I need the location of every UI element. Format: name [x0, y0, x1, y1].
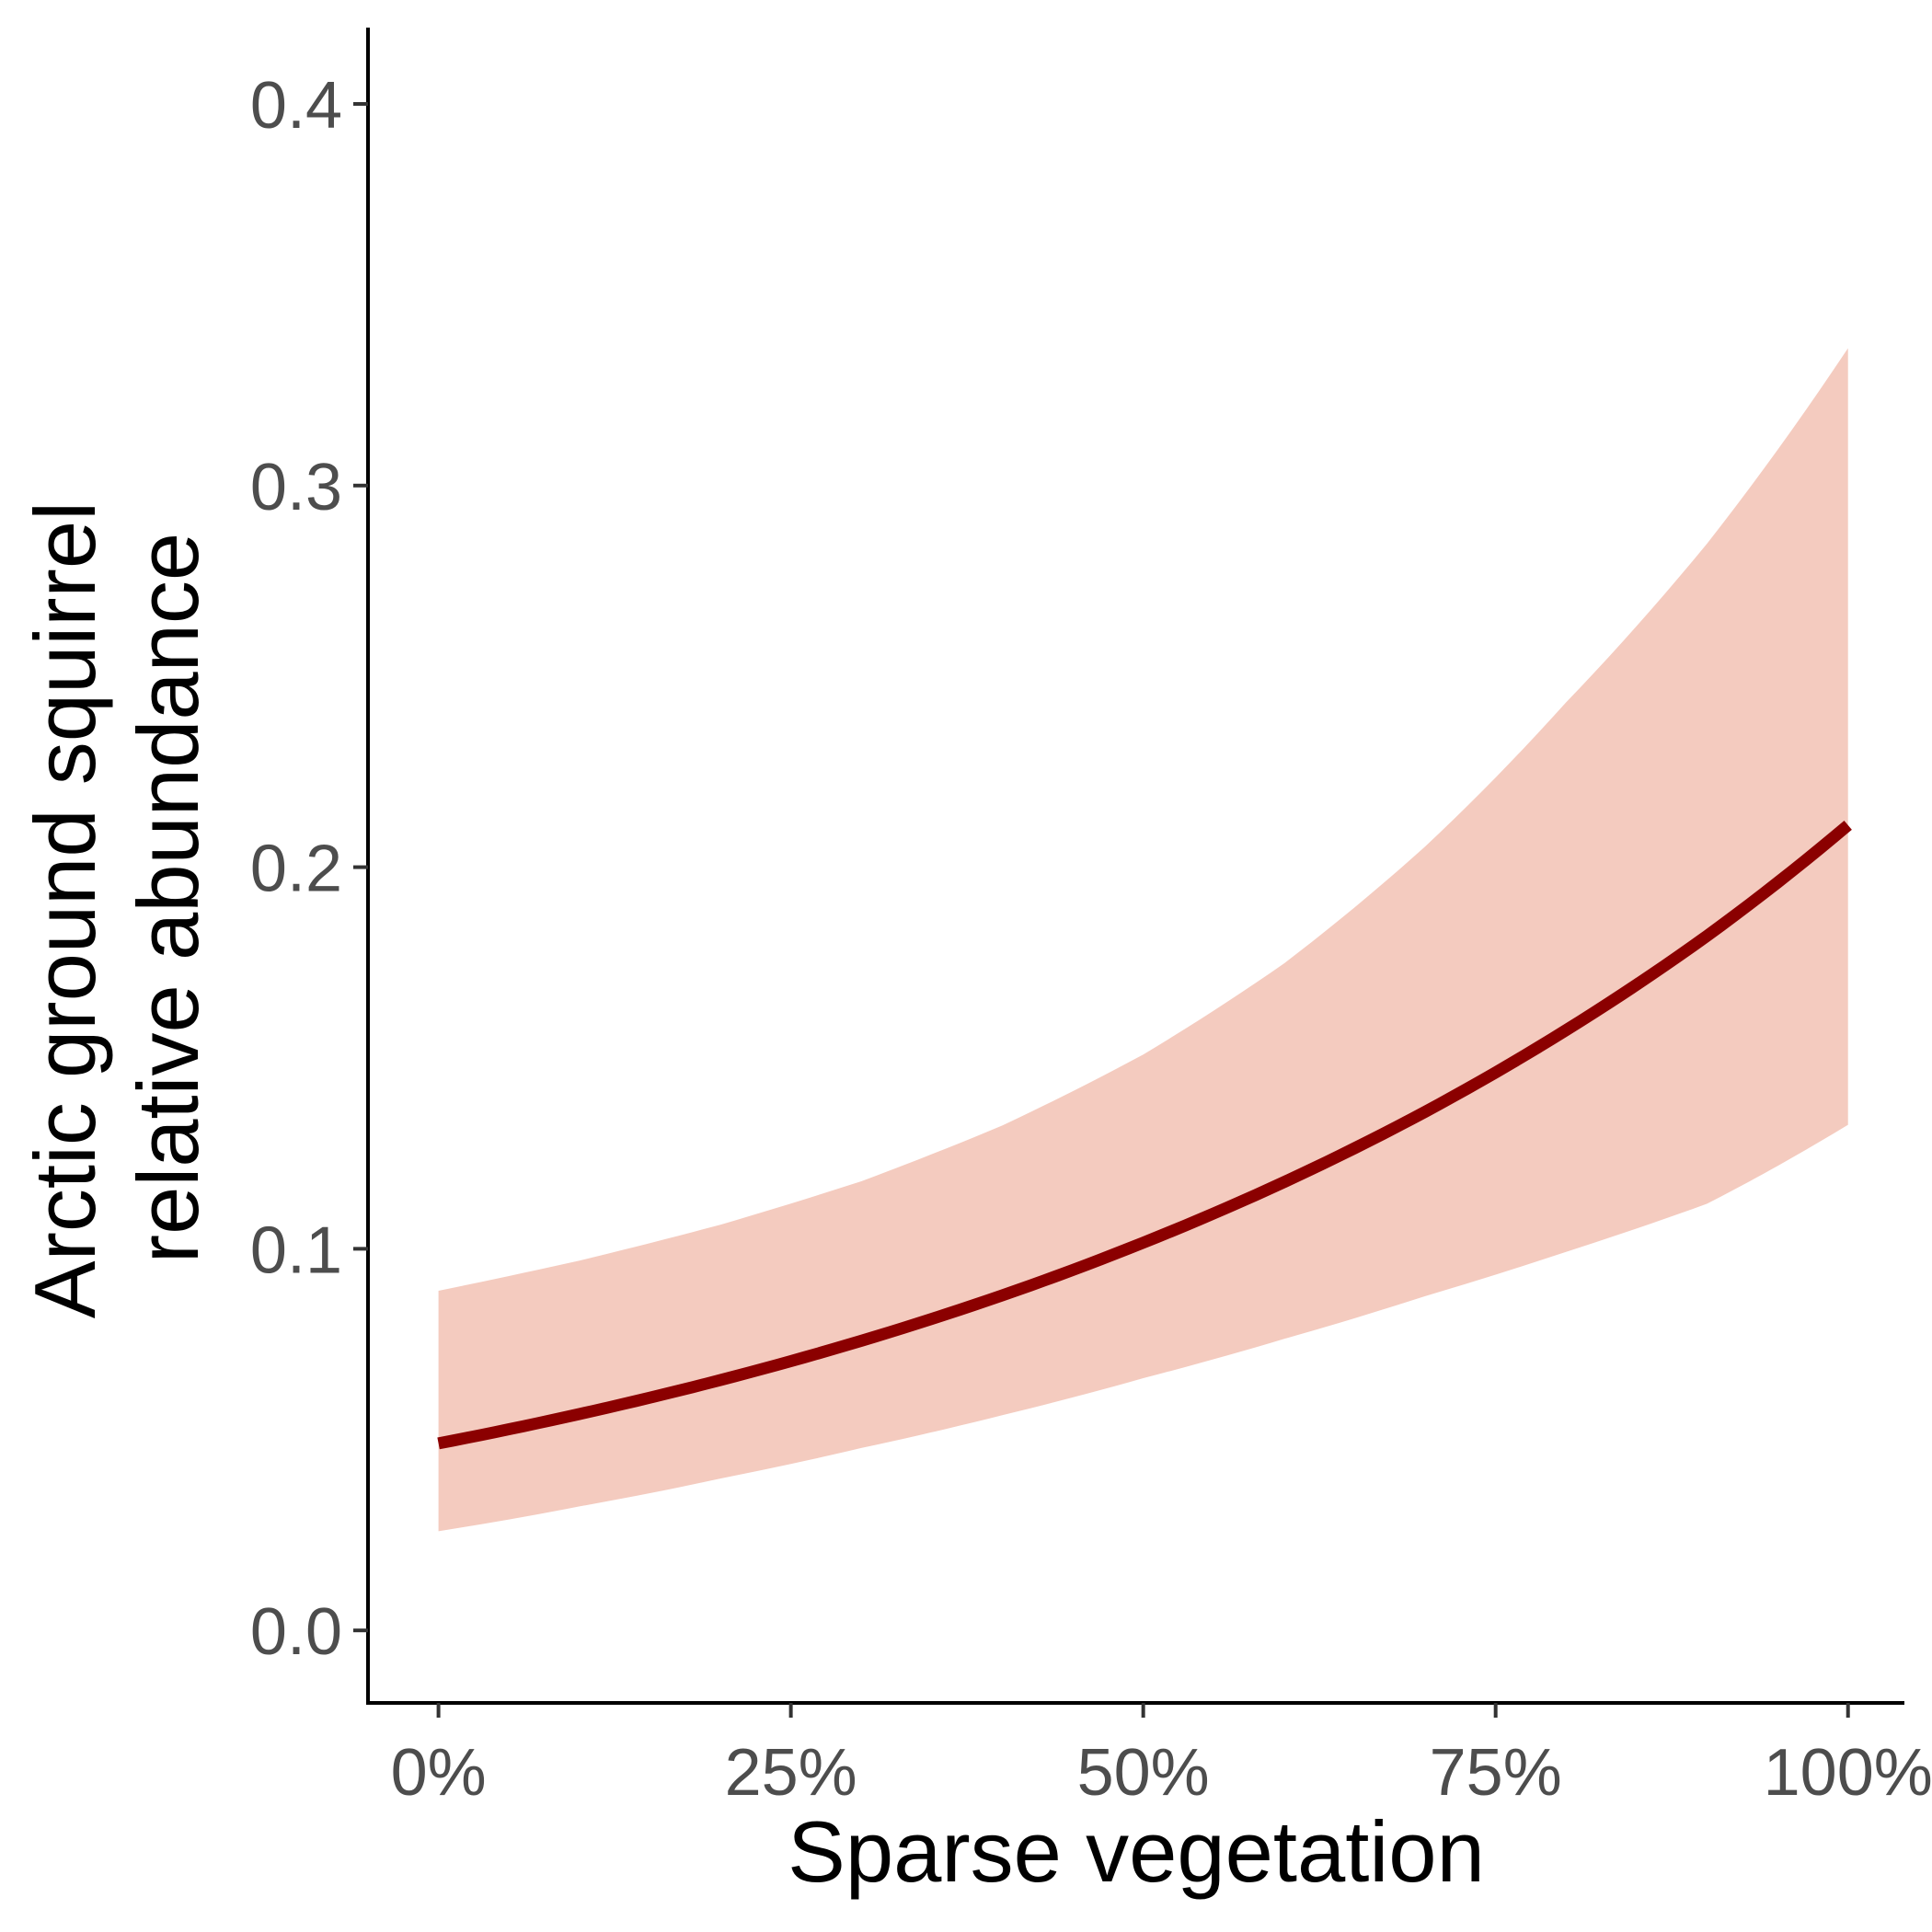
x-tick-label: 75% [1430, 1736, 1562, 1810]
y-axis-title-line-1: Arctic ground squirrel [17, 501, 113, 1318]
x-tick-label: 0% [391, 1736, 487, 1810]
x-axis-title: Sparse vegetation [788, 1803, 1485, 1900]
x-tick-label: 25% [725, 1736, 857, 1810]
confidence-ribbon [438, 348, 1848, 1532]
y-axis-title: Arctic ground squirrel relative abundanc… [17, 477, 216, 1318]
y-tick-label: 0.3 [250, 451, 342, 524]
y-tick-label: 0.4 [250, 69, 342, 143]
y-tick-label: 0.1 [250, 1213, 342, 1287]
x-tick-label: 50% [1077, 1736, 1210, 1810]
y-tick-label: 0.2 [250, 833, 342, 906]
confidence-ribbon-layer [438, 348, 1848, 1532]
trend-line-layer [437, 820, 1852, 1450]
trend-line [437, 820, 1852, 1450]
y-axis-ticks: 0.0 0.1 0.2 0.3 0.4 [250, 69, 368, 1669]
y-axis-title-line-2: relative abundance [120, 533, 216, 1263]
x-tick-label: 100% [1764, 1736, 1932, 1810]
y-tick-label: 0.0 [250, 1595, 342, 1669]
x-axis-ticks: 0% 25% 50% 75% 100% [391, 1703, 1932, 1810]
